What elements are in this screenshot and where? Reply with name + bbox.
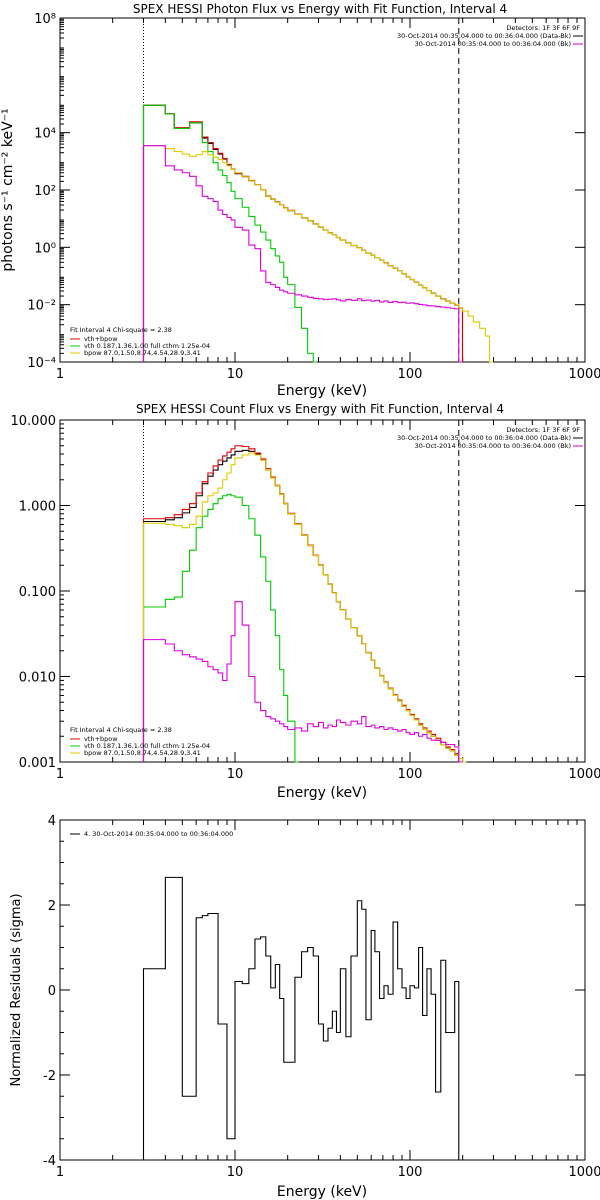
residuals-legend-text: 4. 30-Oct-2014 00:35:04.000 to 00:36:04.… <box>84 830 233 838</box>
photon-flux-panel: SPEX HESSI Photon Flux vs Energy with Fi… <box>0 2 600 399</box>
series-line-1 <box>142 445 463 763</box>
residuals-panel: 1 10 100 1000 -4 -2 0 2 4 Energy (keV) Normalize… <box>9 814 600 1200</box>
vth-bpow-text: vth+bpow <box>84 735 118 743</box>
vth-text: vth 0.187,1.36,1.00 full cthm 1.25e-04 <box>84 342 210 350</box>
fit-interval-text: Fit Interval 4 Chi-square = 2.38 <box>70 726 172 734</box>
photon-flux-axes: 1 10 100 1000 10⁻⁴ 10⁻² 10⁰ 10² 10⁴ 10⁸ <box>27 12 600 382</box>
count-flux-xlabel: Energy (keV) <box>277 785 367 801</box>
series-line-3 <box>142 145 494 363</box>
x-tick-label: 10 <box>227 1165 244 1180</box>
y-tick-label: -4 <box>43 1154 56 1169</box>
y-tick-label: 10⁴ <box>34 127 56 142</box>
x-tick-label: 1 <box>56 767 64 782</box>
x-tick-label: 1000 <box>568 367 600 382</box>
series-line-2 <box>142 493 299 763</box>
count-flux-range-lines <box>142 420 460 762</box>
residuals-axes: 1 10 100 1000 -4 -2 0 2 4 <box>43 814 600 1180</box>
count-flux-axes: 1 10 100 1000 0.001 0.010 0.100 1.000 10.000 <box>11 414 600 782</box>
y-tick-label: 10² <box>34 184 56 199</box>
x-tick-label: 100 <box>398 1165 423 1180</box>
vth-bpow-text: vth+bpow <box>84 335 118 343</box>
x-tick-label: 1 <box>56 1165 64 1180</box>
count-flux-series <box>142 445 467 763</box>
photon-flux-xlabel: Energy (keV) <box>277 383 367 399</box>
series-line-0 <box>142 104 464 362</box>
y-tick-label: 10⁸ <box>34 12 56 27</box>
count-flux-title: SPEX HESSI Count Flux vs Energy with Fit… <box>136 402 504 416</box>
legend-data-bk: 30-Oct-2014 00:35:04.000 to 00:36:04.000… <box>397 434 571 442</box>
y-tick-label: 1.000 <box>19 500 56 515</box>
bpow-text: bpow 87.0,1.50,8.74,4.54,28.9,3.41 <box>84 349 201 357</box>
y-tick-label: 2 <box>48 899 56 914</box>
y-tick-label: 4 <box>48 814 56 829</box>
x-tick-label: 10 <box>227 767 244 782</box>
y-tick-label: 10.000 <box>11 414 57 429</box>
x-tick-label: 1000 <box>568 1165 600 1180</box>
x-tick-label: 1 <box>56 367 64 382</box>
photon-flux-legend-top-right: Detectors: 1F 3F 6F 9F 30-Oct-2014 00:35… <box>397 24 583 48</box>
count-flux-legend-bottom-left: Fit Interval 4 Chi-square = 2.38 vth+bpo… <box>70 726 210 757</box>
x-tick-label: 100 <box>398 767 423 782</box>
legend-detectors: Detectors: 1F 3F 6F 9F <box>506 24 580 32</box>
photon-flux-legend-bottom-left: Fit Interval 4 Chi-square = 2.38 vth+bpo… <box>70 326 210 357</box>
x-tick-label: 10 <box>227 367 244 382</box>
y-tick-label: 0.100 <box>19 585 56 600</box>
legend-bk: 30-Oct-2014 00:35:04.000 to 00:36:04.000… <box>415 442 571 450</box>
photon-flux-series <box>142 104 494 363</box>
series-line-4 <box>142 601 463 763</box>
count-flux-plot-frame <box>59 419 586 763</box>
photon-flux-ylabel: photons s⁻¹ cm⁻² keV⁻¹ <box>0 108 16 271</box>
y-tick-label: 10⁻² <box>27 299 56 314</box>
residuals-series <box>142 876 463 1161</box>
x-tick-label: 100 <box>398 367 423 382</box>
legend-data-bk: 30-Oct-2014 00:35:04.000 to 00:36:04.000… <box>397 32 571 40</box>
residuals-ylabel: Normalized Residuals (sigma) <box>9 893 24 1086</box>
series-line-0 <box>142 876 463 1161</box>
series-line-3 <box>142 452 467 763</box>
y-tick-label: 10⁻⁴ <box>27 356 56 371</box>
x-tick-label: 1000 <box>568 767 600 782</box>
bpow-text: bpow 87.0,1.50,8.74,4.54,28.9,3.41 <box>84 749 201 757</box>
y-tick-label: 0.001 <box>19 756 56 771</box>
count-flux-legend-top-right: Detectors: 1F 3F 6F 9F 30-Oct-2014 00:35… <box>397 426 583 450</box>
legend-bk: 30-Oct-2014 00:35:04.000 to 00:36:04.000… <box>415 40 571 48</box>
legend-detectors: Detectors: 1F 3F 6F 9F <box>506 426 580 434</box>
series-line-2 <box>142 104 317 363</box>
vth-text: vth 0.187,1.36,1.00 full cthm 1.25e-04 <box>84 742 210 750</box>
fit-interval-text: Fit Interval 4 Chi-square = 2.38 <box>70 326 172 334</box>
y-tick-label: 0 <box>48 984 56 999</box>
count-flux-panel: SPEX HESSI Count Flux vs Energy with Fit… <box>11 402 600 801</box>
y-tick-label: 0.010 <box>19 671 56 686</box>
series-line-4 <box>142 145 463 363</box>
residuals-xlabel: Energy (keV) <box>277 1184 367 1200</box>
photon-flux-title: SPEX HESSI Photon Flux vs Energy with Fi… <box>133 2 507 16</box>
photon-flux-plot-frame <box>59 17 586 363</box>
y-tick-label: 10⁰ <box>34 241 56 256</box>
y-tick-label: -2 <box>43 1069 56 1084</box>
residuals-plot-frame <box>59 819 586 1161</box>
series-line-1 <box>142 104 464 362</box>
